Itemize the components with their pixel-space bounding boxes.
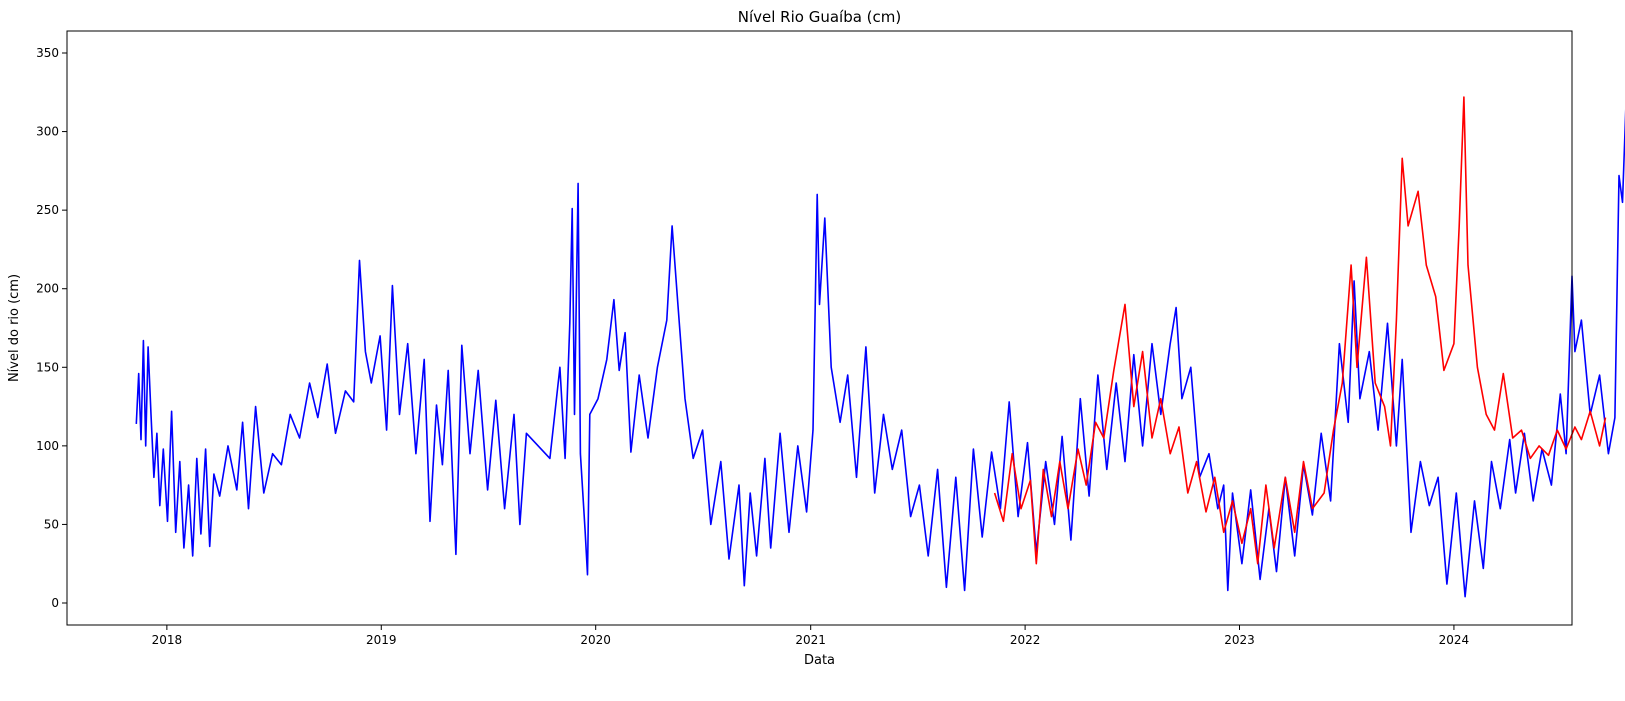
series-line-1 bbox=[135, 108, 1625, 598]
x-axis-label: Data bbox=[804, 653, 835, 668]
chart-title: Nível Rio Guaíba (cm) bbox=[738, 8, 902, 26]
y-tick-label: 250 bbox=[36, 203, 59, 217]
series-layer bbox=[135, 96, 1625, 598]
y-tick-label: 50 bbox=[44, 517, 59, 531]
y-tick-label: 200 bbox=[36, 282, 59, 296]
y-tick-label: 300 bbox=[36, 125, 59, 139]
y-tick-label: 0 bbox=[51, 596, 59, 610]
plot-frame bbox=[66, 30, 1573, 626]
y-axis-label: Nível do rio (cm) bbox=[7, 274, 22, 382]
x-tick-label: 2019 bbox=[366, 633, 397, 647]
x-axis-ticks: 2018 2019 2020 2021 2022 2023 2024 bbox=[152, 625, 1470, 647]
series-line-2 bbox=[993, 96, 1607, 565]
y-tick-label: 350 bbox=[36, 46, 59, 60]
y-tick-label: 100 bbox=[36, 439, 59, 453]
y-axis-ticks: 0 50 100 150 200 250 300 350 bbox=[36, 46, 67, 610]
x-tick-label: 2018 bbox=[152, 633, 183, 647]
x-tick-label: 2022 bbox=[1010, 633, 1041, 647]
y-tick-label: 150 bbox=[36, 360, 59, 374]
x-tick-label: 2020 bbox=[580, 633, 611, 647]
x-tick-label: 2024 bbox=[1439, 633, 1470, 647]
x-tick-label: 2021 bbox=[795, 633, 826, 647]
plot-area bbox=[66, 30, 1625, 626]
x-tick-label: 2023 bbox=[1224, 633, 1255, 647]
